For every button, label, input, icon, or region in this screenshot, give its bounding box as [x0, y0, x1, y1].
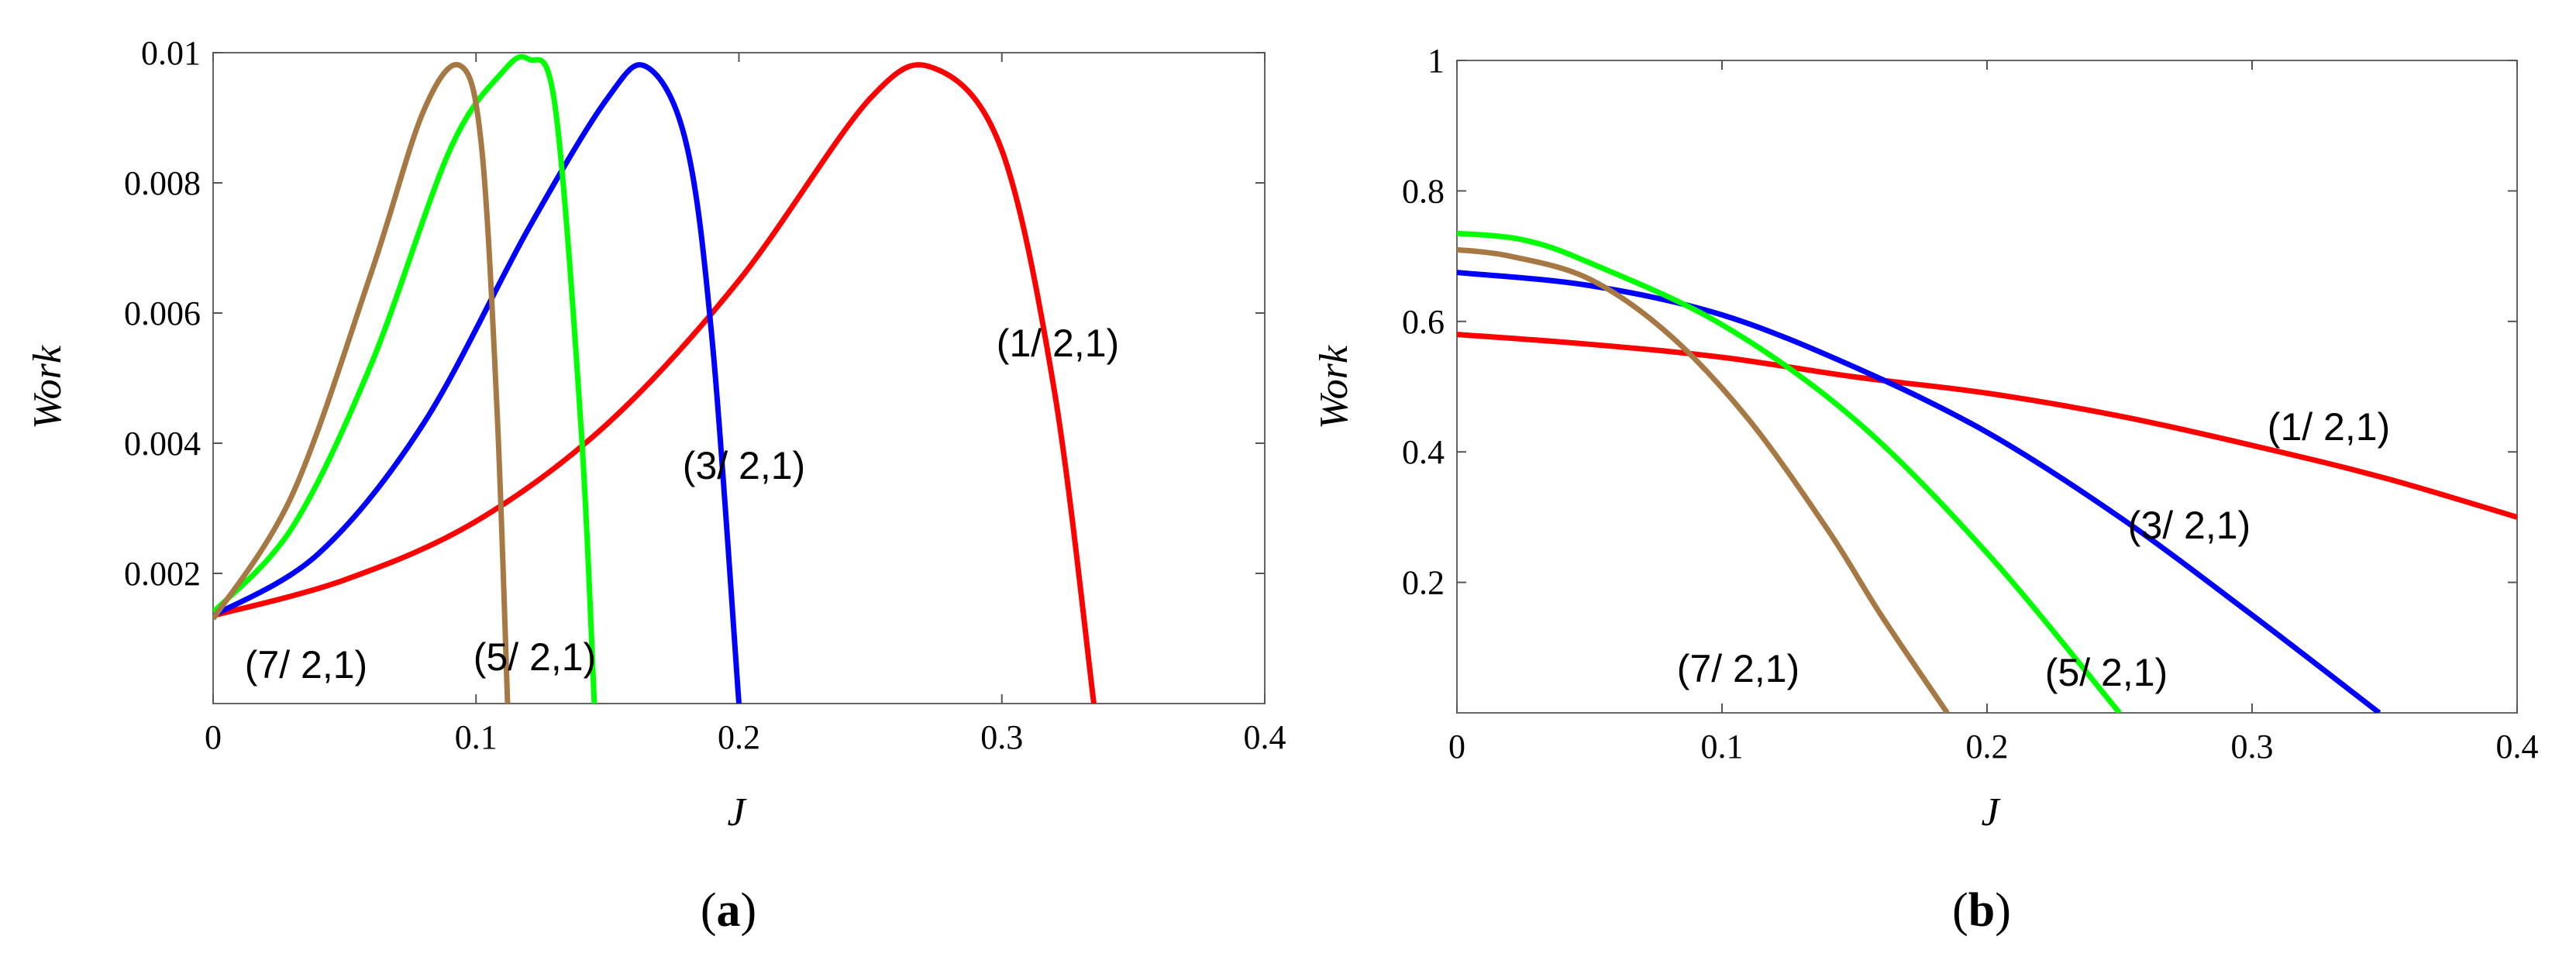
y-tick-label: 0.006	[124, 294, 201, 332]
curve-label: (3/ 2,1)	[2128, 504, 2251, 547]
y-tick-label: 0.01	[141, 34, 201, 72]
panel-label: (b)	[1952, 884, 2011, 937]
x-tick-label: 0.3	[2231, 728, 2274, 766]
series-line-4	[213, 62, 511, 704]
series-group	[213, 53, 1097, 704]
plot-frame	[1456, 60, 2518, 714]
x-tick-label: 0.3	[980, 718, 1023, 756]
y-axis-title: Work	[1312, 345, 1356, 429]
series-line-1	[213, 62, 1097, 704]
curve-label: (1/ 2,1)	[997, 322, 1119, 365]
y-tick-label: 0.6	[1402, 303, 1445, 341]
y-tick-label: 0.004	[124, 425, 201, 463]
series-line-2	[1457, 270, 2381, 713]
curve-label: (5/ 2,1)	[2045, 651, 2168, 694]
y-tick-label: 0.8	[1402, 172, 1445, 210]
x-tick-label: 0	[205, 718, 222, 756]
series-line-3	[213, 53, 598, 704]
x-tick-label: 0.2	[718, 718, 760, 756]
y-tick-label: 0.4	[1402, 433, 1445, 471]
x-tick-label: 0	[1448, 728, 1465, 766]
curve-label: (5/ 2,1)	[474, 635, 596, 679]
x-tick-label: 0.1	[1701, 728, 1744, 766]
series-group	[1457, 230, 2517, 713]
series-line-1	[1457, 332, 2517, 520]
y-tick-label: 0.2	[1402, 564, 1445, 602]
curve-label: (7/ 2,1)	[245, 643, 367, 687]
x-tick-label: 0.4	[2496, 728, 2539, 766]
series-line-2	[213, 62, 742, 704]
series-line-4	[1457, 246, 1950, 713]
curve-label: (7/ 2,1)	[1677, 647, 1799, 690]
y-tick-label: 0.002	[124, 555, 201, 593]
y-tick-label: 0.008	[124, 164, 201, 202]
y-tick-label: 1	[1427, 42, 1445, 80]
curve-label: (1/ 2,1)	[2268, 405, 2390, 449]
curve-label: (3/ 2,1)	[683, 444, 805, 487]
panel-label: (a)	[701, 884, 756, 937]
x-axis-title: J	[1981, 790, 2001, 835]
x-tick-label: 0.4	[1244, 718, 1286, 756]
plot-frame	[212, 52, 1266, 704]
x-axis-title: J	[727, 790, 747, 835]
panel-b: 0 0.1 0.2 0.3 0.4 0.2 0.4 0.6 0.8 1 J Work (1/ 2,1) (…	[1312, 42, 2539, 937]
x-tick-label: 0.2	[1966, 728, 2009, 766]
series-line-3	[1457, 230, 2122, 713]
y-axis-title: Work	[26, 345, 70, 429]
panel-a: 0 0.1 0.2 0.3 0.4 0.002 0.004 0.006 0.008 0.01 J Wo…	[26, 34, 1286, 937]
x-tick-label: 0.1	[455, 718, 498, 756]
